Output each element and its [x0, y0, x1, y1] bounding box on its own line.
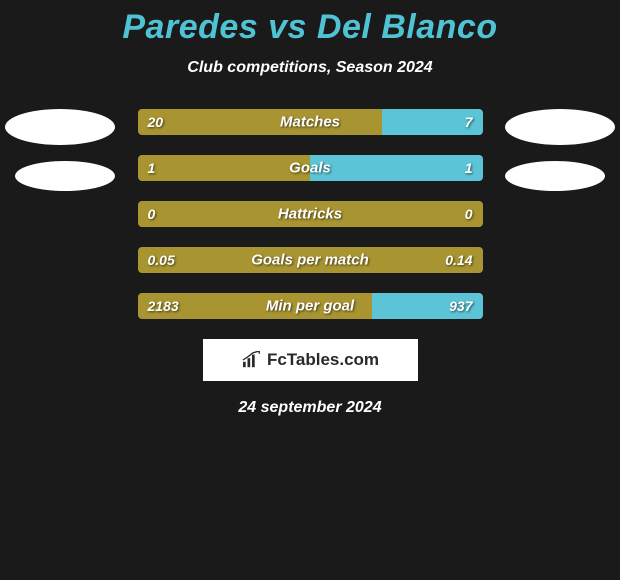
stats-bars: 20 7 Matches 1 1 Goals 0 0 Hattricks 0.05 0.14 Goal…: [138, 109, 483, 319]
chart-icon: [241, 351, 263, 369]
bar-label: Goals: [289, 160, 331, 177]
bar-right-segment: [310, 155, 483, 181]
bar-left-value: 20: [148, 114, 164, 130]
stat-bar-row: 20 7 Matches: [138, 109, 483, 135]
player-left-icon: [5, 109, 115, 145]
player-right-icon-2: [505, 161, 605, 191]
subtitle: Club competitions, Season 2024: [0, 59, 620, 77]
bar-right-value: 1: [465, 160, 473, 176]
bar-left-value: 2183: [148, 298, 179, 314]
bar-left-segment: [138, 109, 383, 135]
date-label: 24 september 2024: [0, 399, 620, 417]
logo-text: FcTables.com: [267, 350, 379, 370]
bar-label: Hattricks: [278, 206, 342, 223]
bar-left-segment: [138, 155, 311, 181]
source-logo: FcTables.com: [241, 350, 379, 370]
bar-right-value: 7: [465, 114, 473, 130]
bar-right-value: 0.14: [445, 252, 472, 268]
bar-label: Matches: [280, 114, 340, 131]
bar-label: Min per goal: [266, 298, 354, 315]
stat-bar-row: 2183 937 Min per goal: [138, 293, 483, 319]
stat-bar-row: 1 1 Goals: [138, 155, 483, 181]
bar-left-value: 1: [148, 160, 156, 176]
bar-left-value: 0.05: [148, 252, 175, 268]
player-right-icon: [505, 109, 615, 145]
bar-label: Goals per match: [251, 252, 369, 269]
source-logo-box: FcTables.com: [203, 339, 418, 381]
stat-bar-row: 0.05 0.14 Goals per match: [138, 247, 483, 273]
player-left-icon-2: [15, 161, 115, 191]
content-area: 20 7 Matches 1 1 Goals 0 0 Hattricks 0.05 0.14 Goal…: [0, 109, 620, 417]
comparison-card: Paredes vs Del Blanco Club competitions,…: [0, 0, 620, 417]
bar-left-value: 0: [148, 206, 156, 222]
page-title: Paredes vs Del Blanco: [0, 8, 620, 47]
stat-bar-row: 0 0 Hattricks: [138, 201, 483, 227]
bar-right-value: 937: [449, 298, 472, 314]
bar-right-value: 0: [465, 206, 473, 222]
